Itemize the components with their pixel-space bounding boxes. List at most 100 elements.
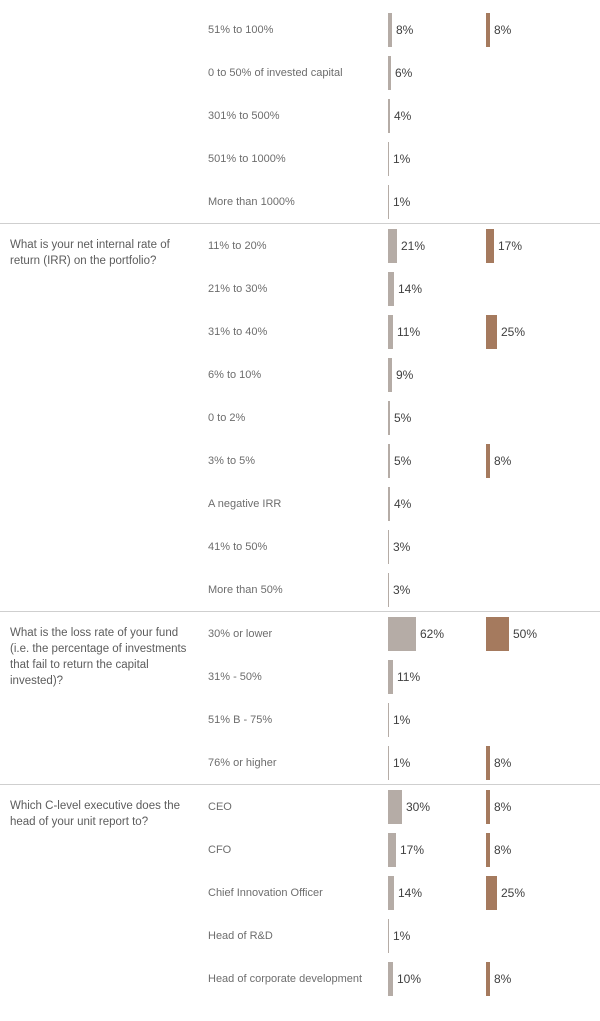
gray-bar-value-label: 4% — [394, 496, 412, 511]
gray-bar — [388, 832, 396, 867]
option-label: CEO — [208, 800, 232, 813]
option-label: 501% to 1000% — [208, 152, 286, 165]
gray-bar-value-label: 5% — [394, 453, 412, 468]
gray-bar-value-label: 8% — [396, 22, 414, 37]
answer-row: 0 to 50% of invested capital 6% — [0, 51, 600, 94]
gray-bar — [388, 702, 389, 737]
survey-section: Which C-level executive does the head of… — [0, 784, 600, 1000]
gray-bar-value-label: 1% — [393, 151, 411, 166]
option-label: 31% to 40% — [208, 325, 268, 338]
answer-row: 31% to 40% 11% 25% — [0, 310, 600, 353]
brown-bar — [486, 443, 490, 478]
gray-bar — [388, 875, 394, 910]
option-label: A negative IRR — [208, 497, 282, 510]
survey-section: 51% to 100% 8% 8% 0 to 50% of invested capi… — [0, 0, 600, 223]
brown-bar-value-label: 8% — [494, 453, 512, 468]
answer-row: More than 1000% 1% — [0, 180, 600, 223]
option-label: 31% - 50% — [208, 670, 262, 683]
gray-bar-value-label: 1% — [393, 712, 411, 727]
gray-bar — [388, 400, 390, 435]
answer-row: 21% to 30% 14% — [0, 267, 600, 310]
option-label: 0 to 2% — [208, 411, 246, 424]
answer-row: 51% B - 75% 1% — [0, 698, 600, 741]
brown-bar — [486, 961, 490, 996]
answer-row: 30% or lower 62% 50% — [0, 612, 600, 655]
option-label: CFO — [208, 843, 232, 856]
brown-bar — [486, 228, 494, 263]
option-label: More than 1000% — [208, 195, 295, 208]
brown-bar — [486, 745, 490, 780]
option-label: 21% to 30% — [208, 282, 268, 295]
gray-bar-value-label: 62% — [420, 626, 445, 641]
brown-bar-value-label: 8% — [494, 971, 512, 986]
gray-bar-value-label: 17% — [400, 842, 425, 857]
brown-bar-value-label: 8% — [494, 799, 512, 814]
gray-bar — [388, 228, 397, 263]
brown-bar-value-label: 25% — [501, 324, 526, 339]
answer-row: CFO 17% 8% — [0, 828, 600, 871]
answer-row: 501% to 1000% 1% — [0, 137, 600, 180]
gray-bar — [388, 529, 389, 564]
gray-bar — [388, 141, 389, 176]
brown-bar — [486, 12, 490, 47]
gray-bar — [388, 271, 394, 306]
answer-row: A negative IRR 4% — [0, 482, 600, 525]
gray-bar — [388, 961, 393, 996]
brown-bar — [486, 875, 497, 910]
brown-bar — [486, 616, 509, 651]
gray-bar-value-label: 1% — [393, 928, 411, 943]
gray-bar — [388, 55, 391, 90]
brown-bar — [486, 832, 490, 867]
option-label: Head of corporate development — [208, 972, 363, 985]
brown-bar — [486, 314, 497, 349]
question-text: Which C-level executive does the head of… — [10, 800, 181, 828]
survey-sections-container: 51% to 100% 8% 8% 0 to 50% of invested capi… — [0, 0, 600, 1000]
survey-section: What is the loss rate of your fund (i.e.… — [0, 611, 600, 784]
gray-bar — [388, 357, 392, 392]
question-text: What is the loss rate of your fund (i.e.… — [10, 627, 187, 687]
gray-bar — [388, 572, 389, 607]
gray-bar — [388, 486, 390, 521]
brown-bar-value-label: 25% — [501, 885, 526, 900]
option-label: More than 50% — [208, 583, 283, 596]
option-label: Head of R&D — [208, 929, 273, 942]
answer-row: 301% to 500% 4% — [0, 94, 600, 137]
answer-row: Head of R&D 1% — [0, 914, 600, 957]
option-label: 51% B - 75% — [208, 713, 273, 726]
option-label: 41% to 50% — [208, 540, 268, 553]
answer-row: 0 to 2% 5% — [0, 396, 600, 439]
gray-bar-value-label: 6% — [395, 65, 413, 80]
option-label: 30% or lower — [208, 627, 273, 640]
gray-bar-value-label: 1% — [393, 194, 411, 209]
gray-bar-value-label: 3% — [393, 539, 411, 554]
gray-bar-value-label: 11% — [397, 324, 421, 339]
brown-bar-value-label: 8% — [494, 755, 512, 770]
answer-row: Chief Innovation Officer 14% 25% — [0, 871, 600, 914]
option-label: 301% to 500% — [208, 109, 280, 122]
answer-row: Head of corporate development 10% 8% — [0, 957, 600, 1000]
option-label: 0 to 50% of invested capital — [208, 66, 343, 79]
brown-bar-value-label: 8% — [494, 842, 512, 857]
survey-section: What is your net internal rate of return… — [0, 223, 600, 611]
answer-row: 11% to 20% 21% 17% — [0, 224, 600, 267]
answer-row: 76% or higher 1% 8% — [0, 741, 600, 784]
answer-row: 41% to 50% 3% — [0, 525, 600, 568]
answer-row: 3% to 5% 5% 8% — [0, 439, 600, 482]
gray-bar — [388, 789, 402, 824]
option-label: 3% to 5% — [208, 454, 256, 467]
question-text: What is your net internal rate of return… — [10, 239, 170, 267]
gray-bar — [388, 12, 392, 47]
brown-bar-value-label: 8% — [494, 22, 512, 37]
option-label: 51% to 100% — [208, 23, 274, 36]
gray-bar — [388, 184, 389, 219]
gray-bar — [388, 98, 390, 133]
brown-bar-value-label: 17% — [498, 238, 523, 253]
answer-row: 31% - 50% 11% — [0, 655, 600, 698]
gray-bar-value-label: 21% — [401, 238, 426, 253]
gray-bar — [388, 745, 389, 780]
option-label: Chief Innovation Officer — [208, 886, 323, 899]
gray-bar-value-label: 3% — [393, 582, 411, 597]
gray-bar-value-label: 11% — [397, 669, 421, 684]
gray-bar-value-label: 4% — [394, 108, 412, 123]
